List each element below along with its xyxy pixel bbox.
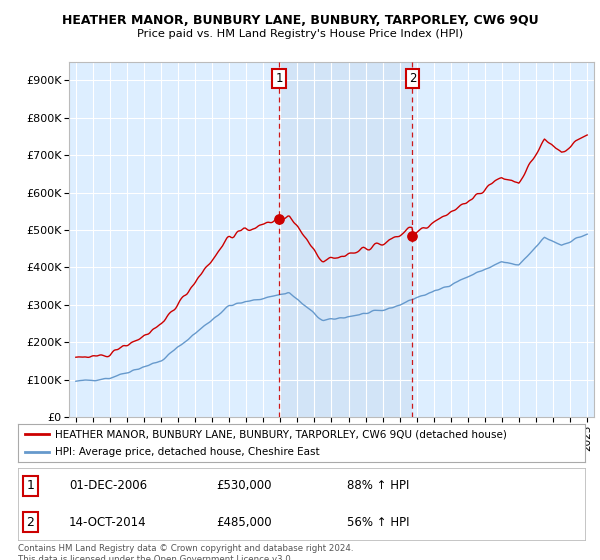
- Text: 01-DEC-2006: 01-DEC-2006: [69, 479, 147, 492]
- Text: 1: 1: [275, 72, 283, 85]
- Text: 56% ↑ HPI: 56% ↑ HPI: [347, 516, 409, 529]
- Text: 14-OCT-2014: 14-OCT-2014: [69, 516, 146, 529]
- Text: £530,000: £530,000: [217, 479, 272, 492]
- Bar: [279, 62, 412, 417]
- Text: HEATHER MANOR, BUNBURY LANE, BUNBURY, TARPORLEY, CW6 9QU (detached house): HEATHER MANOR, BUNBURY LANE, BUNBURY, TA…: [55, 429, 507, 439]
- Point: [274, 214, 284, 223]
- Text: £485,000: £485,000: [217, 516, 272, 529]
- Text: Contains HM Land Registry data © Crown copyright and database right 2024.
This d: Contains HM Land Registry data © Crown c…: [18, 544, 353, 560]
- Text: HPI: Average price, detached house, Cheshire East: HPI: Average price, detached house, Ches…: [55, 447, 319, 458]
- Text: 1: 1: [26, 479, 34, 492]
- Text: 2: 2: [409, 72, 416, 85]
- Text: 2: 2: [26, 516, 34, 529]
- Text: Price paid vs. HM Land Registry's House Price Index (HPI): Price paid vs. HM Land Registry's House …: [137, 29, 463, 39]
- Text: 88% ↑ HPI: 88% ↑ HPI: [347, 479, 409, 492]
- Point: [407, 231, 417, 240]
- Text: HEATHER MANOR, BUNBURY LANE, BUNBURY, TARPORLEY, CW6 9QU: HEATHER MANOR, BUNBURY LANE, BUNBURY, TA…: [62, 14, 538, 27]
